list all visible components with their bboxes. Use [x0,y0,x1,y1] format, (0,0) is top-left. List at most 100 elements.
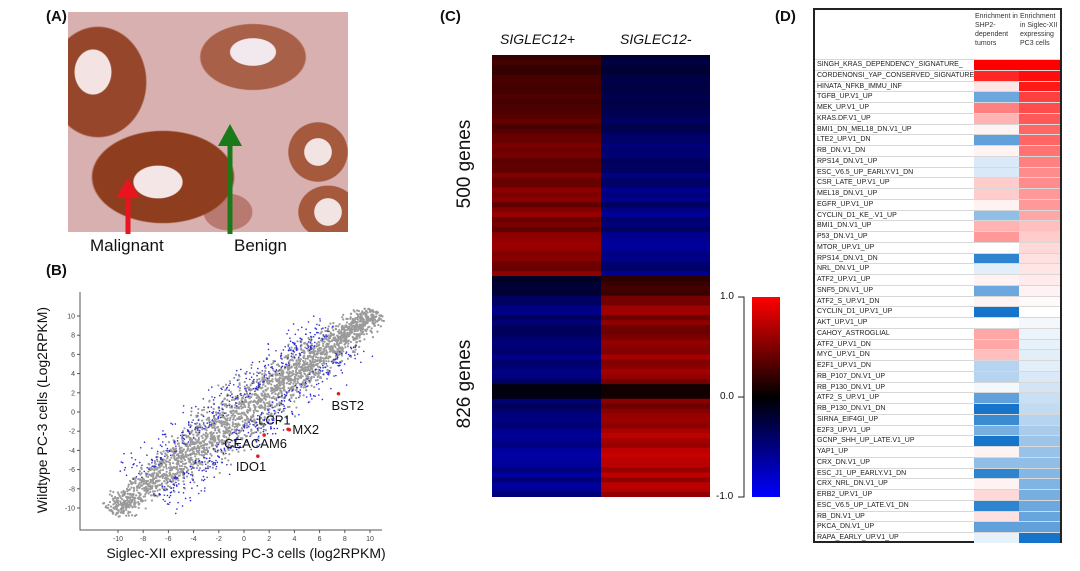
gene-point [288,382,291,385]
gene-point [280,392,283,395]
gene-label: CEACAM6 [224,436,287,451]
heatmap-cell [492,428,601,434]
shp2-enrichment-cell [974,500,1019,511]
differential-gene-point [270,427,273,430]
heatmap-cell [601,271,710,277]
differential-gene-point [310,348,312,351]
gene-point [237,403,241,406]
differential-gene-point [333,375,335,377]
gene-point [358,323,361,326]
gene-point [304,362,307,366]
heatmap-cell [492,398,601,405]
differential-gene-point [182,405,185,407]
gene-point [218,420,221,423]
gene-point [146,487,149,490]
differential-gene-point [188,432,191,435]
heatmap-cell [601,305,710,311]
differential-gene-point [173,440,176,442]
gene-point [162,450,165,453]
gene-point [340,325,344,328]
differential-gene-point [204,487,206,489]
gene-point [281,383,284,386]
gene-point [199,462,202,465]
differential-gene-point [216,461,219,464]
differential-gene-point [139,461,141,464]
gene-point [226,398,229,402]
gene-point [379,325,382,328]
gene-point [355,322,358,326]
gene-point [168,461,172,464]
gene-point [304,368,308,372]
gene-point [291,359,294,362]
table-row: EGFR_UP.V1_UP [815,198,1060,210]
gene-point [354,317,357,320]
gene-point [175,462,178,465]
gene-point [160,483,163,486]
gene-point [349,312,352,316]
gene-point [259,398,262,401]
gene-point [350,326,353,329]
gene-point [198,467,202,470]
gene-point [302,356,305,360]
gene-point [282,387,285,390]
differential-gene-point [341,352,343,355]
gene-point [287,353,290,356]
differential-gene-point [181,436,184,438]
gene-point [216,425,220,429]
gene-point [364,315,367,318]
gene-point [147,462,150,465]
shp2-enrichment-cell [974,242,1019,253]
gene-point [323,340,326,343]
differential-gene-point [354,346,357,348]
gene-point [129,511,132,514]
gene-set-name: CYCLIN_D1_KE_.V1_UP [817,211,897,219]
gene-point [127,485,130,488]
differential-gene-point [217,412,220,414]
gene-point [228,418,231,422]
gene-point [182,448,186,451]
gene-point [345,334,349,337]
gene-point [180,446,183,449]
heatmap-cell [601,462,710,469]
differential-gene-point [203,490,206,492]
gene-point [344,332,347,335]
gene-point [228,426,231,429]
differential-gene-point [214,450,217,453]
differential-gene-point [299,391,301,394]
heatmap-cell [492,349,601,356]
gene-point [283,356,286,359]
differential-gene-point [268,411,270,414]
gene-point [299,359,302,363]
differential-gene-point [130,452,133,454]
gene-point [122,503,125,506]
panel-b-label: (B) [46,262,67,279]
gene-point [205,429,208,432]
gene-point [279,384,282,387]
gene-point [305,389,308,392]
differential-gene-point [318,324,321,326]
gene-point [179,471,182,474]
gene-point [286,355,290,358]
gene-point [292,382,295,385]
differential-gene-point [264,423,267,426]
differential-gene-point [166,488,168,491]
gene-point [363,307,366,310]
gene-point [332,321,335,325]
gene-point [375,315,378,318]
differential-gene-point [163,433,166,436]
gene-point [202,454,205,457]
gene-point [259,371,262,374]
differential-gene-point [200,489,203,492]
gene-point [358,345,361,348]
differential-gene-point [315,328,318,330]
gene-point [137,483,140,486]
differential-gene-point [228,389,230,391]
table-row: SIRNA_EIF4GI_UP [815,413,1060,425]
differential-gene-point [274,432,277,435]
benign-label: Benign [234,236,287,255]
gene-point [195,440,198,443]
gene-point [267,377,271,380]
differential-gene-point [322,366,324,369]
differential-gene-point [201,461,204,463]
gene-point [331,350,334,354]
